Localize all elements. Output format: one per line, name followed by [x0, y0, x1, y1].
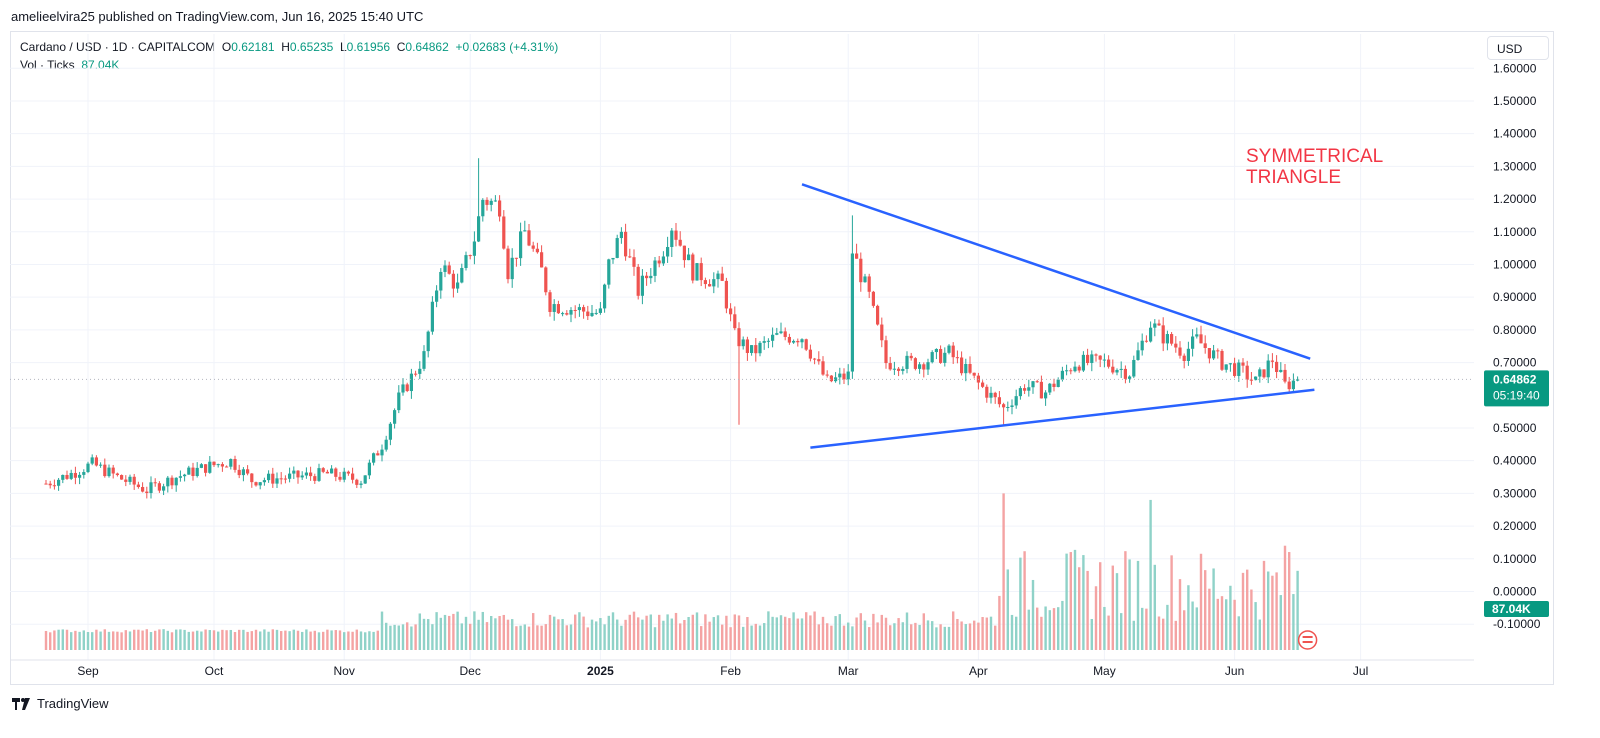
volume-value: 87.04K [81, 58, 120, 72]
tradingview-logo-icon [12, 697, 30, 710]
volume-label[interactable]: Vol · Ticks [20, 58, 75, 72]
chart-frame [10, 31, 1554, 685]
footer-brand-label: TradingView [37, 696, 109, 711]
volume-legend: Vol · Ticks 87.04K [20, 58, 119, 72]
low-value: 0.61956 [346, 40, 391, 54]
published-byline: amelieelvira25 published on TradingView.… [11, 9, 424, 24]
ohlc-legend: Cardano / USD · 1D · CAPITALCOM O0.62181… [20, 40, 558, 54]
change-value: +0.02683 (+4.31%) [455, 40, 559, 54]
open-value: 0.62181 [231, 40, 275, 54]
close-value: 0.64862 [405, 40, 449, 54]
low-label: L [339, 40, 347, 54]
high-label: H [281, 40, 290, 54]
high-value: 0.65235 [289, 40, 334, 54]
currency-button[interactable]: USD [1487, 36, 1549, 60]
symbol-title[interactable]: Cardano / USD · 1D · CAPITALCOM [20, 40, 216, 54]
open-label: O [221, 40, 232, 54]
close-label: C [396, 40, 406, 54]
footer-brand[interactable]: TradingView [12, 696, 109, 711]
